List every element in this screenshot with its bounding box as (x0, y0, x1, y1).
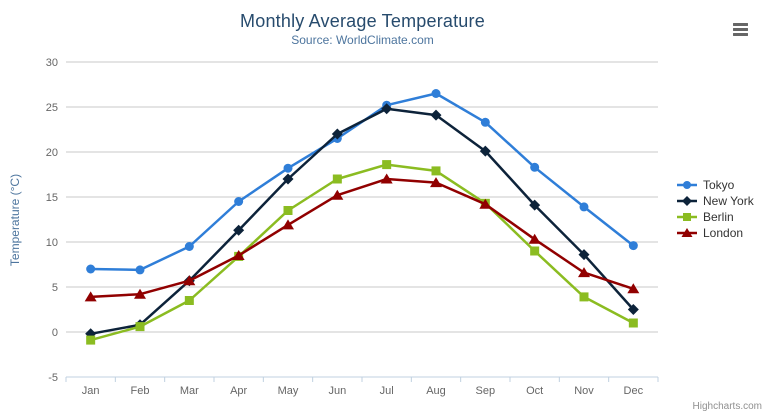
data-point-tokyo[interactable] (184, 242, 194, 251)
legend-label: London (703, 226, 744, 240)
credits-link[interactable]: Highcharts.com (692, 401, 762, 412)
data-point-berlin[interactable] (283, 206, 293, 215)
series-london (84, 173, 640, 302)
data-point-berlin[interactable] (579, 292, 589, 302)
data-point-london[interactable] (528, 233, 541, 244)
triangle-marker-icon (677, 228, 697, 237)
x-axis-label: Jun (328, 385, 346, 397)
data-point-new-york[interactable] (627, 304, 639, 315)
data-point-london[interactable] (479, 198, 492, 209)
diamond-marker[interactable] (682, 196, 692, 206)
data-point-new-york[interactable] (233, 224, 245, 236)
legend-label: Berlin (703, 210, 734, 224)
data-point-tokyo[interactable] (283, 163, 293, 173)
data-point-london[interactable] (380, 173, 393, 184)
y-axis-title: Temperature (°C) (8, 173, 22, 267)
data-point-london[interactable] (232, 250, 245, 260)
data-point-london[interactable] (430, 177, 442, 188)
circle-marker[interactable] (683, 181, 691, 189)
legend-label: New York (703, 194, 754, 208)
series-line-tokyo (89, 92, 635, 272)
data-point-new-york[interactable] (529, 199, 541, 211)
legend-item-new-york[interactable]: New York (676, 193, 754, 209)
square-marker[interactable] (683, 213, 691, 221)
square-marker-icon (677, 213, 697, 221)
legend-item-tokyo[interactable]: Tokyo (676, 177, 754, 193)
data-point-berlin[interactable] (431, 166, 441, 176)
chart-subtitle: Source: WorldClimate.com (291, 33, 434, 47)
x-axis-label: Nov (574, 385, 594, 397)
hamburger-menu-icon (733, 23, 749, 36)
y-axis-label: 30 (46, 57, 58, 69)
x-axis-label: Apr (230, 385, 247, 397)
y-axis-label: 0 (52, 327, 58, 339)
data-point-tokyo[interactable] (234, 197, 244, 206)
data-point-new-york[interactable] (282, 173, 294, 185)
legend: Tokyo New York Berlin London (676, 177, 754, 241)
data-point-berlin[interactable] (86, 335, 96, 345)
y-axis-label: -5 (48, 372, 58, 384)
data-point-london[interactable] (183, 275, 196, 286)
diamond-marker-icon (677, 196, 697, 206)
data-point-new-york[interactable] (578, 249, 590, 261)
x-axis-label: Dec (624, 385, 644, 397)
data-point-new-york[interactable] (381, 103, 393, 115)
data-point-london[interactable] (84, 291, 97, 302)
series-line-london (89, 177, 635, 299)
x-axis-label: Oct (526, 385, 543, 397)
data-point-tokyo[interactable] (431, 89, 441, 98)
data-point-new-york[interactable] (331, 128, 343, 140)
circle-marker-icon (677, 181, 697, 189)
data-point-berlin[interactable] (135, 322, 145, 332)
y-axis-label: 25 (46, 102, 58, 114)
x-axis-label: Jul (380, 385, 394, 397)
data-point-tokyo[interactable] (135, 265, 145, 275)
data-point-berlin[interactable] (382, 160, 392, 170)
data-point-berlin[interactable] (332, 174, 342, 184)
legend-item-berlin[interactable]: Berlin (676, 209, 754, 225)
data-point-new-york[interactable] (430, 109, 442, 121)
data-point-london[interactable] (134, 288, 146, 299)
y-axis-label: 5 (52, 282, 58, 294)
triangle-marker[interactable] (681, 228, 693, 237)
chart-title: Monthly Average Temperature (240, 11, 485, 31)
data-point-tokyo[interactable] (480, 117, 490, 127)
y-axis-label: 20 (46, 147, 58, 159)
y-axis-label: 10 (46, 237, 58, 249)
data-point-tokyo[interactable] (530, 162, 540, 172)
data-point-london[interactable] (627, 283, 640, 294)
data-point-london[interactable] (331, 189, 344, 200)
y-axis-label: 15 (46, 192, 58, 204)
x-axis-label: Aug (426, 385, 446, 397)
data-point-berlin[interactable] (184, 296, 194, 305)
data-point-new-york[interactable] (479, 145, 491, 157)
export-menu-button[interactable] (729, 18, 753, 40)
data-point-london[interactable] (282, 219, 294, 230)
x-axis-label: Feb (131, 385, 150, 397)
data-point-tokyo[interactable] (579, 202, 589, 212)
x-axis-label: Jan (82, 385, 100, 397)
series-tokyo (86, 89, 638, 275)
data-point-london[interactable] (578, 267, 590, 278)
data-point-berlin[interactable] (530, 246, 540, 256)
series-line-berlin (89, 163, 635, 342)
series-line-new-york (89, 107, 635, 336)
x-axis-label: Mar (180, 385, 199, 397)
data-point-tokyo[interactable] (86, 264, 96, 274)
x-axis-label: Sep (476, 385, 496, 397)
legend-label: Tokyo (703, 178, 735, 192)
legend-item-london[interactable]: London (676, 225, 754, 241)
series-new-york (85, 103, 639, 340)
data-point-berlin[interactable] (628, 318, 638, 328)
x-axis-label: May (278, 385, 299, 397)
data-point-tokyo[interactable] (628, 241, 638, 251)
